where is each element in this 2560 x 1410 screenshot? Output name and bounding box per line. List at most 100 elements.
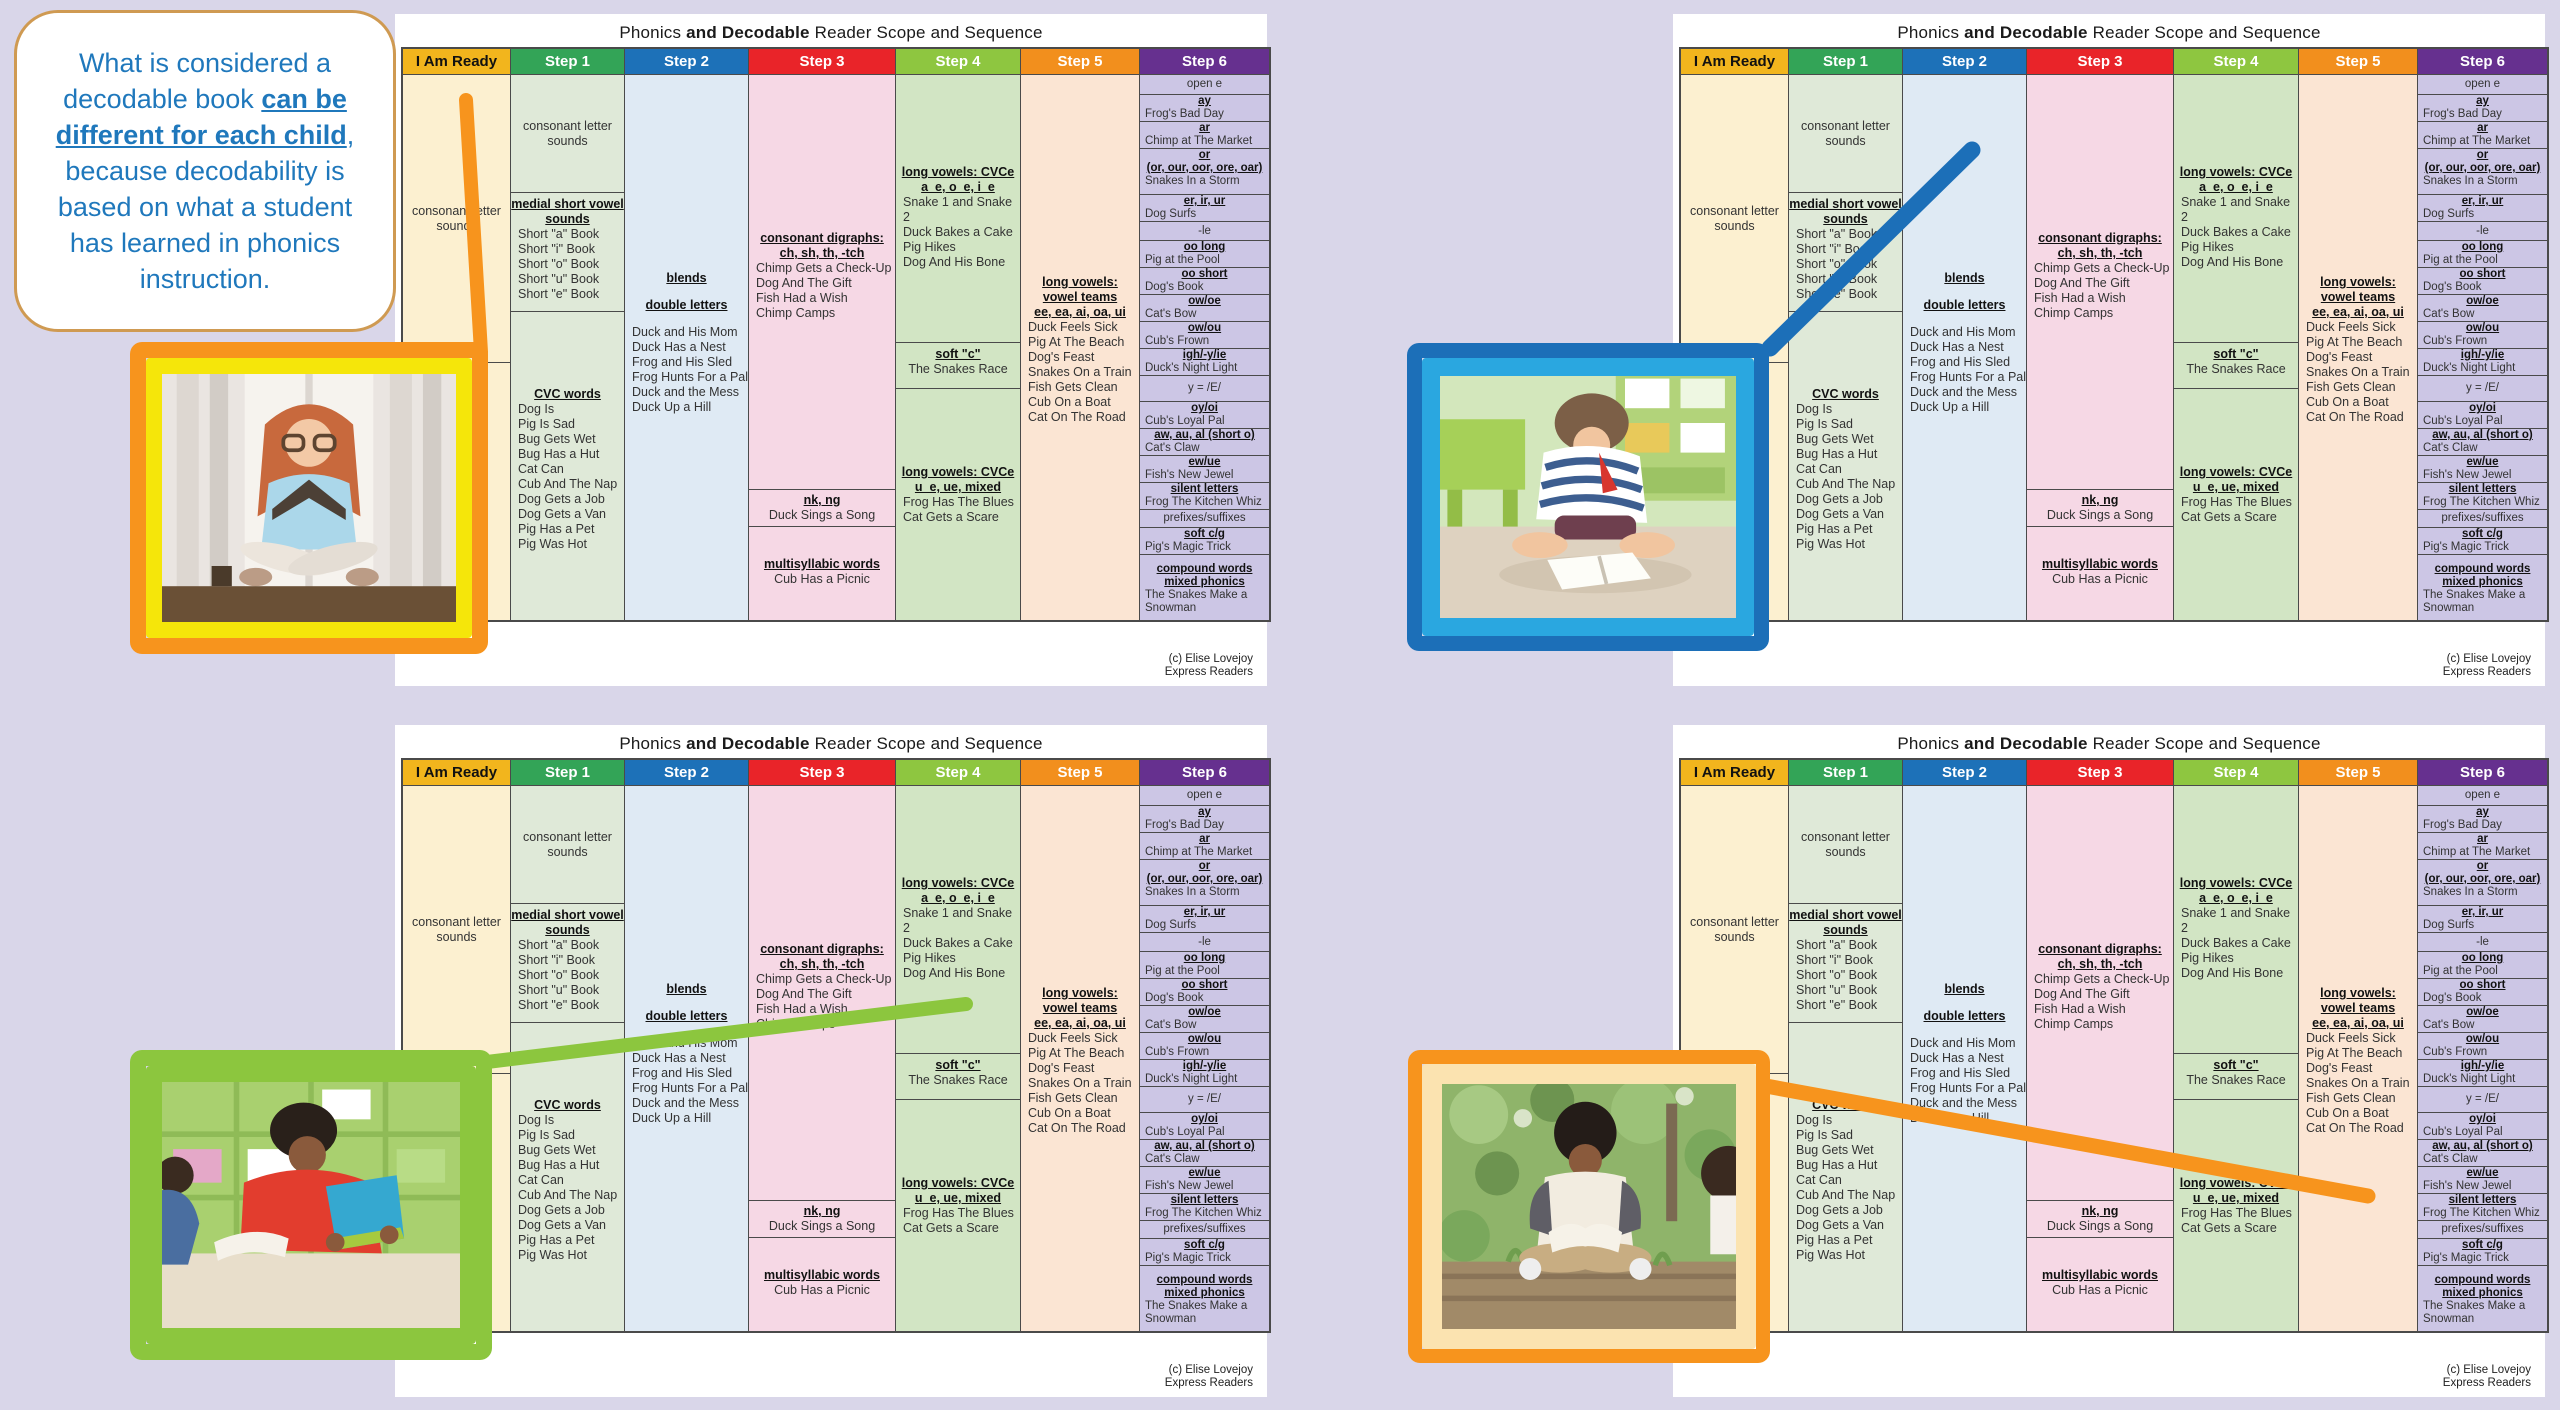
cell-skill: multisyllabic words: [2041, 557, 2158, 571]
row-skill: ay: [2476, 95, 2489, 107]
column-header: Step 5: [2299, 49, 2417, 75]
row-book-title: Pig at the Pool: [1145, 254, 1220, 266]
row-book-title: Cub's Frown: [2423, 335, 2488, 347]
cell-skill: ch, sh, th, -tch: [2057, 957, 2143, 971]
column-step-4: Step 4 long vowels: CVCe a_e, o_e, i_e Snak…: [895, 49, 1020, 620]
chart-panel-top-right: Phonics and Decodable Reader Scope and S…: [1673, 14, 2549, 686]
step6-row: or (or, our, oor, ore, oar) Snakes In a St…: [1140, 860, 1269, 906]
book-title: Bug Gets Wet: [518, 432, 596, 446]
cell-skill: long vowels: CVCe: [2179, 876, 2293, 890]
book-title: Cub On a Boat: [1028, 395, 1111, 409]
book-title: Duck Up a Hill: [632, 400, 712, 414]
photo-mat: [1422, 358, 1754, 636]
step6-row: igh/-y/ie Duck's Night Light: [1140, 349, 1269, 376]
book-title: Duck and His Mom: [1910, 325, 2016, 339]
step6-row: ay Frog's Bad Day: [1140, 95, 1269, 122]
book-title: Dog's Feast: [2306, 1061, 2373, 1075]
book-title: Cat Gets a Scare: [2181, 1221, 2277, 1235]
row-skill: ew/ue: [1188, 1167, 1221, 1179]
cell-skill: ch, sh, th, -tch: [779, 957, 865, 971]
photo-girl-reading-window: [130, 342, 488, 654]
chart-title-post: Reader Scope and Sequence: [809, 23, 1043, 42]
row-label: open e: [1186, 78, 1223, 90]
step6-row: silent letters Frog The Kitchen Whiz: [1140, 483, 1269, 510]
book-title: Pig At The Beach: [2306, 335, 2403, 349]
row-book-title: Cat's Bow: [2423, 1019, 2475, 1031]
book-title: Frog and His Sled: [632, 1066, 733, 1080]
cell-skill: blends: [1944, 982, 1985, 996]
column-step-1: Step 1 consonant letter sounds medial shor…: [510, 760, 624, 1331]
step6-row: ow/oe Cat's Bow: [1140, 1006, 1269, 1033]
book-title: Pig Is Sad: [518, 417, 575, 431]
step6-row: silent letters Frog The Kitchen Whiz: [1140, 1194, 1269, 1221]
row-skill: oy/oi: [1191, 402, 1218, 414]
row-label: open e: [2464, 789, 2501, 801]
row-book-title: Pig's Magic Trick: [2423, 1252, 2509, 1264]
book-title: Frog and His Sled: [1910, 1066, 2011, 1080]
table-cell: multisyllabic words Cub Has a Picnic: [2027, 527, 2173, 620]
column-header: Step 1: [511, 760, 624, 786]
book-title: Cub On a Boat: [1028, 1106, 1111, 1120]
step6-row: silent letters Frog The Kitchen Whiz: [2418, 483, 2547, 510]
row-label: -le: [2476, 935, 2489, 948]
table-cell: blends double letters Duck and His Mom Duck…: [1903, 75, 2026, 620]
row-skill: er, ir, ur: [1183, 195, 1226, 207]
table-cell: long vowels: CVCe u_e, ue, mixed Frog Has …: [2174, 1100, 2298, 1331]
photo-mat: [146, 1066, 476, 1344]
row-book-title: Cub's Loyal Pal: [2423, 1126, 2503, 1138]
column-step-1: Step 1 consonant letter sounds medial shor…: [1788, 49, 1902, 620]
book-title: Dog's Feast: [1028, 350, 1095, 364]
step6-row: open e: [1140, 786, 1269, 806]
column-header: Step 4: [2174, 49, 2298, 75]
chart-title-pre: Phonics: [619, 23, 687, 42]
row-book-title: Cat's Bow: [2423, 308, 2475, 320]
book-title: Cat On The Road: [2306, 1121, 2404, 1135]
cell-skill: consonant digraphs:: [2038, 942, 2162, 956]
row-book-title: The Snakes Make a Snowman: [1145, 589, 1248, 614]
cell-skill: nk, ng: [803, 1204, 841, 1218]
column-header: Step 6: [1140, 760, 1269, 786]
column-body: consonant letter sounds medial short vowe…: [1789, 75, 1902, 620]
row-book-title: Pig's Magic Trick: [2423, 541, 2509, 553]
row-label: -le: [2476, 224, 2489, 237]
book-title: Duck Feels Sick: [1028, 1031, 1118, 1045]
cell-text: consonant letter sounds: [523, 829, 612, 859]
column-header: Step 2: [1903, 49, 2026, 75]
table-cell: multisyllabic words Cub Has a Picnic: [749, 1238, 895, 1331]
callout-bubble: What is considered a decodable book can …: [14, 10, 396, 332]
step6-row: open e: [2418, 786, 2547, 806]
row-book-title: Chimp at The Market: [1145, 135, 1253, 147]
row-book-title: Dog's Book: [1145, 281, 1204, 293]
column-body: open e ay Frog's Bad Day ar Chimp at The Mar…: [1140, 786, 1269, 1331]
cell-skill: nk, ng: [2081, 493, 2119, 507]
table-cell: soft "c" The Snakes Race: [2174, 343, 2298, 389]
chart-title-post: Reader Scope and Sequence: [809, 734, 1043, 753]
book-title: Duck Bakes a Cake: [2181, 225, 2291, 239]
chart-title-pre: Phonics: [1897, 734, 1965, 753]
step6-row: oo short Dog's Book: [1140, 979, 1269, 1006]
row-skill: ew/ue: [2466, 1167, 2499, 1179]
book-title: Bug Gets Wet: [1796, 1143, 1874, 1157]
book-title: Short "a" Book: [518, 227, 600, 241]
row-book-title: Pig at the Pool: [2423, 965, 2498, 977]
row-skill: igh/-y/ie: [1182, 1060, 1227, 1072]
row-book-title: Frog's Bad Day: [1145, 108, 1224, 120]
column-step-3: Step 3 consonant digraphs: ch, sh, th, -tc…: [2026, 49, 2173, 620]
row-skill: ow/oe: [1188, 295, 1221, 307]
table-cell: soft "c" The Snakes Race: [896, 343, 1020, 389]
row-book-title: Frog The Kitchen Whiz: [1145, 1207, 1262, 1219]
book-title: Cub Has a Picnic: [774, 1283, 870, 1297]
cell-skill: a_e, o_e, i_e: [2199, 180, 2273, 194]
row-skill: oy/oi: [1191, 1113, 1218, 1125]
step6-row: or (or, our, oor, ore, oar) Snakes In a St…: [2418, 860, 2547, 906]
row-skill: soft c/g: [2462, 528, 2503, 540]
cell-text: consonant letter sounds: [523, 118, 612, 148]
cell-skill: blends: [666, 982, 707, 996]
chart-title: Phonics and Decodable Reader Scope and S…: [1673, 23, 2545, 43]
book-title: Dog And His Bone: [2181, 255, 2284, 269]
photo-illustration: [162, 1082, 460, 1328]
row-book-title: Cub's Loyal Pal: [1145, 1126, 1225, 1138]
callout-text-post: , because decodability is based on what …: [57, 120, 355, 294]
book-title: Frog Hunts For a Pal: [1910, 370, 2026, 384]
